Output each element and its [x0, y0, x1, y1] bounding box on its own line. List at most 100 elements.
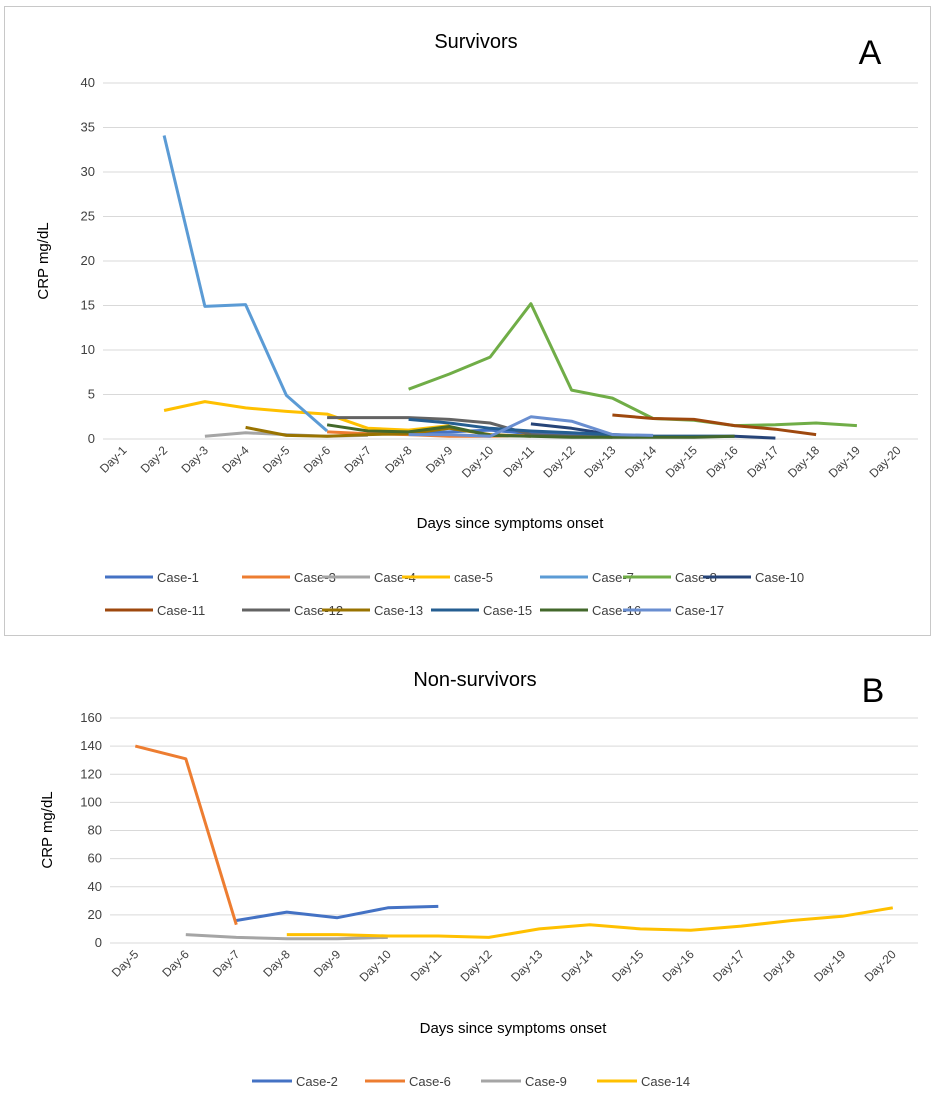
non-survivors-y-tick-label: 20 — [88, 907, 102, 922]
survivors-gridlines — [103, 82, 918, 440]
non-survivors-series-lines — [134, 744, 894, 941]
non-survivors-legend-label: Case-6 — [409, 1074, 451, 1089]
survivors-panel-frame — [4, 6, 931, 636]
survivors-series-case-7 — [162, 135, 329, 433]
survivors-legend-label: Case-13 — [374, 603, 423, 618]
non-survivors-legend: Case-2 Case-6 Case-9 Case-14 — [252, 1074, 690, 1089]
survivors-legend-label: Case-8 — [675, 570, 717, 585]
survivors-legend-item: Case-13 — [322, 603, 423, 618]
survivors-x-ticks: Day-1 Day-2 Day-3 Day-4 Day-5 Day-6 Day-7 Day-8… — [97, 443, 904, 480]
survivors-legend-label: Case-15 — [483, 603, 532, 618]
survivors-y-tick-label: 20 — [81, 253, 95, 268]
survivors-x-tick-label: Day-2 — [138, 443, 171, 476]
survivors-x-tick-label: Day-3 — [178, 443, 211, 476]
survivors-x-tick-label: Day-19 — [826, 443, 863, 480]
survivors-panel-label: A — [859, 34, 882, 72]
non-survivors-y-ticks: 0 20 40 60 80 100 120 140 160 — [80, 710, 102, 950]
survivors-legend-label: Case-7 — [592, 570, 634, 585]
survivors-series-case-5 — [163, 400, 450, 432]
survivors-x-tick-label: Day-5 — [260, 443, 293, 476]
survivors-x-tick-label: Day-18 — [785, 443, 822, 480]
survivors-legend-item: Case-8 — [623, 570, 717, 585]
non-survivors-x-tick-label: Day-15 — [609, 947, 646, 984]
non-survivors-x-tick-label: Day-8 — [260, 947, 293, 980]
survivors-x-tick-label: Day-4 — [219, 443, 252, 476]
survivors-legend-item: case-5 — [402, 570, 493, 585]
non-survivors-chart-title: Non-survivors — [413, 669, 536, 691]
survivors-y-tick-label: 5 — [88, 387, 95, 402]
survivors-x-tick-label: Day-16 — [703, 443, 740, 480]
survivors-legend: Case-1 Case-3 Case-4 case-5 Case-7 Case-8 Case… — [105, 570, 804, 618]
survivors-x-tick-label: Day-7 — [341, 443, 374, 476]
survivors-legend-item: Case-15 — [431, 603, 532, 618]
non-survivors-x-tick-label: Day-16 — [660, 947, 697, 984]
non-survivors-series-case-14 — [286, 906, 894, 939]
survivors-x-tick-label: Day-17 — [744, 443, 781, 480]
survivors-legend-item: Case-7 — [540, 570, 634, 585]
non-survivors-y-tick-label: 100 — [80, 794, 102, 809]
non-survivors-x-tick-label: Day-11 — [408, 947, 445, 984]
survivors-legend-label: Case-12 — [294, 603, 343, 618]
non-survivors-y-axis-label: CRP mg/dL — [39, 791, 56, 868]
non-survivors-gridlines — [110, 717, 918, 944]
non-survivors-x-tick-label: Day-13 — [508, 947, 545, 984]
non-survivors-x-tick-label: Day-12 — [458, 947, 495, 984]
non-survivors-series-case-6 — [134, 744, 238, 926]
survivors-x-tick-label: Day-12 — [540, 443, 577, 480]
survivors-legend-item: Case-16 — [540, 603, 641, 618]
survivors-series-case-16 — [326, 423, 735, 439]
survivors-x-tick-label: Day-15 — [663, 443, 700, 480]
survivors-legend-label: Case-16 — [592, 603, 641, 618]
non-survivors-legend-item: Case-6 — [365, 1074, 451, 1089]
survivors-y-tick-label: 15 — [81, 298, 95, 313]
survivors-legend-item: Case-12 — [242, 603, 343, 618]
survivors-x-tick-label: Day-6 — [301, 443, 334, 476]
survivors-x-tick-label: Day-8 — [382, 443, 415, 476]
non-survivors-y-tick-label: 80 — [88, 823, 102, 838]
survivors-series-lines — [162, 135, 857, 440]
non-survivors-y-tick-label: 60 — [88, 851, 102, 866]
non-survivors-legend-item: Case-9 — [481, 1074, 567, 1089]
survivors-x-tick-label: Day-13 — [581, 443, 618, 480]
survivors-legend-label: Case-4 — [374, 570, 416, 585]
non-survivors-y-tick-label: 40 — [88, 879, 102, 894]
non-survivors-x-tick-label: Day-10 — [357, 947, 394, 984]
non-survivors-x-tick-label: Day-20 — [862, 947, 899, 984]
non-survivors-legend-label: Case-2 — [296, 1074, 338, 1089]
survivors-x-tick-label: Day-14 — [622, 443, 659, 480]
non-survivors-x-tick-label: Day-6 — [159, 947, 192, 980]
survivors-legend-label: Case-11 — [157, 603, 205, 618]
non-survivors-legend-item: Case-2 — [252, 1074, 338, 1089]
survivors-legend-item: Case-4 — [322, 570, 416, 585]
non-survivors-y-tick-label: 140 — [80, 738, 102, 753]
survivors-chart: Survivors A CRP mg/dL Days since symptom… — [35, 31, 918, 618]
survivors-series-case-17 — [408, 415, 654, 438]
non-survivors-x-ticks: Day-5 Day-6 Day-7 Day-8 Day-9 Day-10 Day-11 Day… — [109, 947, 899, 984]
survivors-y-axis-label: CRP mg/dL — [35, 222, 52, 299]
survivors-legend-item: Case-1 — [105, 570, 199, 585]
survivors-x-tick-label: Day-20 — [866, 443, 903, 480]
non-survivors-y-tick-label: 160 — [80, 710, 102, 725]
non-survivors-x-tick-label: Day-18 — [761, 947, 798, 984]
survivors-y-tick-label: 35 — [81, 120, 95, 135]
non-survivors-legend-label: Case-14 — [641, 1074, 690, 1089]
non-survivors-legend-label: Case-9 — [525, 1074, 567, 1089]
non-survivors-chart: Non-survivors B CRP mg/dL Days since sym… — [39, 669, 918, 1089]
survivors-x-tick-label: Day-9 — [423, 443, 456, 476]
non-survivors-y-tick-label: 120 — [80, 766, 102, 781]
survivors-legend-label: Case-17 — [675, 603, 724, 618]
survivors-legend-item: Case-17 — [623, 603, 724, 618]
non-survivors-x-tick-label: Day-19 — [811, 947, 848, 984]
non-survivors-series-case-9 — [185, 933, 388, 941]
survivors-legend-label: case-5 — [454, 570, 493, 585]
survivors-x-tick-label: Day-1 — [97, 443, 130, 476]
survivors-series-case-11 — [612, 413, 817, 437]
survivors-series-case-1 — [408, 428, 613, 438]
non-survivors-x-tick-label: Day-14 — [559, 947, 596, 984]
non-survivors-x-tick-label: Day-17 — [710, 947, 747, 984]
non-survivors-legend-item: Case-14 — [597, 1074, 690, 1089]
survivors-y-tick-label: 0 — [88, 431, 95, 446]
non-survivors-x-tick-label: Day-9 — [311, 947, 344, 980]
survivors-x-tick-label: Day-11 — [500, 443, 537, 480]
